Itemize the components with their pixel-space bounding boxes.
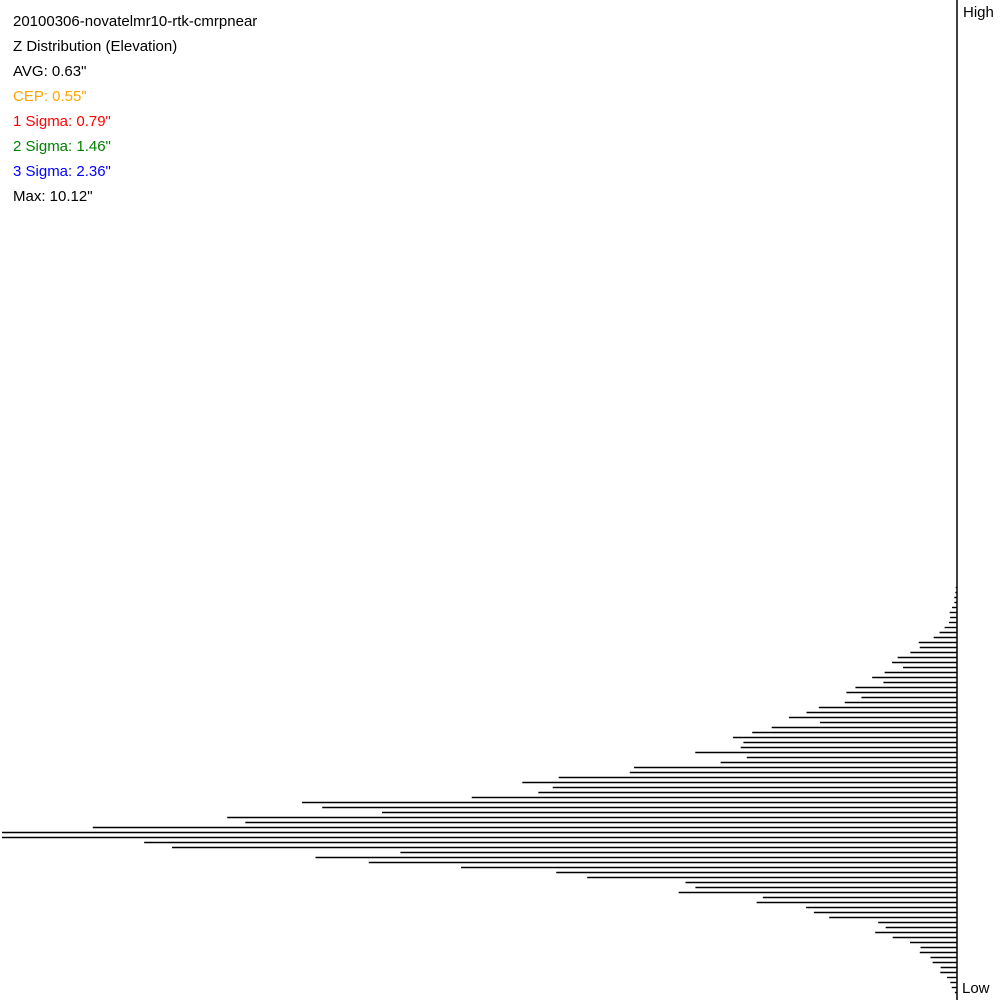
chart-title: 20100306-novatelmr10-rtk-cmrpnear <box>13 13 258 30</box>
sigma1-stat: 1 Sigma: 0.79" <box>13 113 111 130</box>
cep-stat: CEP: 0.55" <box>13 88 87 105</box>
avg-stat: AVG: 0.63" <box>13 63 87 80</box>
histogram-bars <box>2 581 957 994</box>
chart-subtitle: Z Distribution (Elevation) <box>13 38 178 55</box>
stats-panel: 20100306-novatelmr10-rtk-cmrpnear Z Dist… <box>13 9 257 209</box>
axis-low-label: Low <box>962 980 990 997</box>
sigma2-stat: 2 Sigma: 1.46" <box>13 138 111 155</box>
sigma3-stat: 3 Sigma: 2.36" <box>13 163 111 180</box>
axis-high-label: High <box>963 4 994 21</box>
max-stat: Max: 10.12" <box>13 188 93 205</box>
